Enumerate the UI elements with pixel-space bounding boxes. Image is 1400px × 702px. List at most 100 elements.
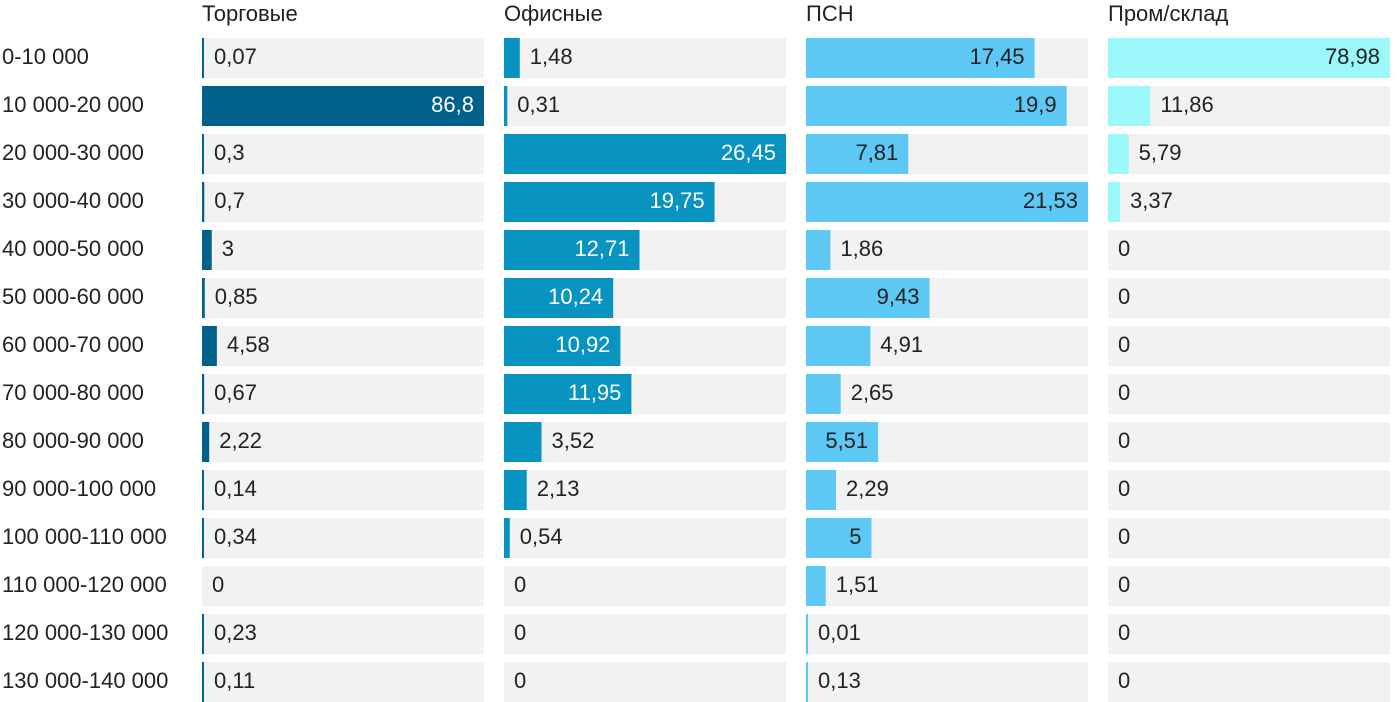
value-label: 0 xyxy=(1118,476,1130,501)
value-label: 0 xyxy=(1118,572,1130,597)
bar-background xyxy=(504,38,786,78)
bar-background xyxy=(1108,230,1390,270)
bar xyxy=(504,422,542,462)
bar xyxy=(202,422,210,462)
bar-background xyxy=(202,566,484,606)
category-label: 0-10 000 xyxy=(2,44,89,69)
category-label: 90 000-100 000 xyxy=(2,476,156,501)
bar xyxy=(202,470,204,510)
value-label: 19,9 xyxy=(1014,92,1057,117)
category-label: 110 000-120 000 xyxy=(2,572,167,597)
bar-background xyxy=(504,518,786,558)
value-label: 0 xyxy=(514,668,526,693)
value-label: 0,11 xyxy=(214,668,255,693)
bar xyxy=(504,38,520,78)
bar xyxy=(806,326,871,366)
value-label: 0 xyxy=(1118,524,1130,549)
bar xyxy=(504,134,786,174)
bar-background xyxy=(504,566,786,606)
value-label: 21,53 xyxy=(1023,188,1078,213)
bar-background xyxy=(504,86,786,126)
series-header: Пром/склад xyxy=(1108,1,1228,26)
bar xyxy=(202,38,204,78)
bar-background xyxy=(504,614,786,654)
bar xyxy=(806,518,872,558)
bar xyxy=(504,182,715,222)
value-label: 3,52 xyxy=(552,428,595,453)
bar-background xyxy=(1108,326,1390,366)
value-label: 5,51 xyxy=(825,428,868,453)
category-label: 10 000-20 000 xyxy=(2,92,144,117)
value-label: 9,43 xyxy=(877,284,920,309)
bar-background xyxy=(1108,614,1390,654)
value-label: 12,71 xyxy=(574,236,629,261)
value-label: 0 xyxy=(1118,668,1130,693)
bar xyxy=(202,86,484,126)
bar xyxy=(806,134,909,174)
bar-background xyxy=(1108,374,1390,414)
value-label: 3 xyxy=(222,236,234,261)
value-label: 0,67 xyxy=(214,380,257,405)
series-header: ПСН xyxy=(806,1,854,26)
value-label: 2,13 xyxy=(537,476,580,501)
value-label: 0,13 xyxy=(818,668,861,693)
bar xyxy=(806,182,1088,222)
bar xyxy=(202,230,212,270)
value-label: 7,81 xyxy=(855,140,898,165)
bar-background xyxy=(504,470,786,510)
bar xyxy=(504,86,508,126)
bar-background xyxy=(806,566,1088,606)
value-label: 10,24 xyxy=(548,284,603,309)
bar xyxy=(202,134,204,174)
bar xyxy=(806,470,836,510)
bar-background xyxy=(1108,518,1390,558)
category-label: 40 000-50 000 xyxy=(2,236,144,261)
bar xyxy=(202,326,217,366)
bar-background xyxy=(202,134,484,174)
category-label: 20 000-30 000 xyxy=(2,140,144,165)
bar-background xyxy=(1108,662,1390,702)
bar-background xyxy=(202,614,484,654)
value-label: 2,29 xyxy=(846,476,889,501)
value-label: 1,51 xyxy=(836,572,879,597)
series-header: Торговые xyxy=(202,1,298,26)
value-label: 0 xyxy=(1118,332,1130,357)
bar xyxy=(202,518,204,558)
category-label: 130 000-140 000 xyxy=(2,668,168,693)
value-label: 5 xyxy=(849,524,861,549)
value-label: 0 xyxy=(1118,236,1130,261)
bar xyxy=(504,230,640,270)
bar xyxy=(806,38,1035,78)
bar xyxy=(1108,86,1151,126)
value-label: 11,95 xyxy=(568,380,621,405)
value-label: 0 xyxy=(514,572,526,597)
series-header: Офисные xyxy=(504,1,603,26)
bar xyxy=(1108,134,1129,174)
value-label: 0,3 xyxy=(214,140,245,165)
category-label: 50 000-60 000 xyxy=(2,284,144,309)
bar xyxy=(806,230,831,270)
value-label: 0,23 xyxy=(214,620,257,645)
bar-background xyxy=(504,422,786,462)
bar-background xyxy=(1108,278,1390,318)
category-label: 70 000-80 000 xyxy=(2,380,144,405)
bar-background xyxy=(202,230,484,270)
value-label: 4,58 xyxy=(227,332,270,357)
value-label: 0 xyxy=(212,572,224,597)
bar xyxy=(806,86,1067,126)
value-label: 0,31 xyxy=(517,92,560,117)
bar xyxy=(806,374,841,414)
bar-background xyxy=(202,182,484,222)
value-label: 0,34 xyxy=(214,524,257,549)
bar-background xyxy=(806,662,1088,702)
value-label: 1,86 xyxy=(840,236,883,261)
value-label: 2,65 xyxy=(851,380,894,405)
bar xyxy=(504,278,614,318)
bar-background xyxy=(202,662,484,702)
bar xyxy=(202,374,205,414)
value-label: 0 xyxy=(1118,284,1130,309)
value-label: 86,8 xyxy=(431,92,474,117)
bar xyxy=(1108,38,1390,78)
